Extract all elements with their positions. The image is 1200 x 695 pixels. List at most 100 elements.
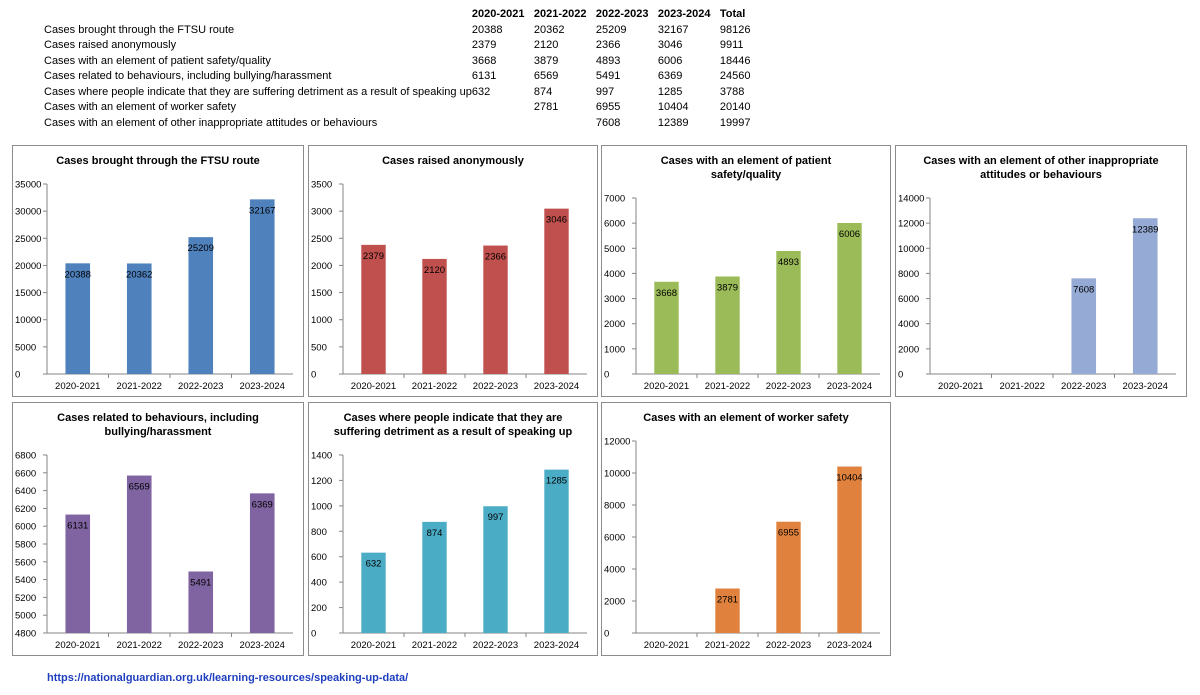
- y-tick-label: 200: [311, 603, 327, 614]
- bar: [544, 208, 569, 374]
- x-tick-label: 2021-2022: [412, 381, 457, 392]
- x-tick-label: 2023-2024: [534, 381, 579, 392]
- table-header-cell: Total: [719, 8, 746, 20]
- table-cell: 6369: [657, 70, 683, 82]
- table-row: Cases brought through the FTSU route 2038…: [44, 23, 770, 39]
- table-cell: 4893: [595, 54, 621, 67]
- y-tick-label: 35000: [15, 180, 41, 191]
- data-label: 32167: [249, 205, 275, 216]
- x-tick-label: 2020-2021: [351, 640, 396, 651]
- y-tick-label: 15000: [15, 288, 41, 299]
- bar: [249, 199, 275, 374]
- table-cell: [472, 100, 534, 116]
- y-tick-label: 600: [311, 552, 327, 563]
- data-label: 12389: [1132, 224, 1158, 235]
- data-label: 6369: [252, 499, 273, 510]
- bar: [249, 493, 275, 633]
- table-cell: 6569: [533, 70, 559, 82]
- x-tick-label: 2021-2022: [412, 640, 457, 651]
- y-tick-label: 4000: [604, 565, 625, 576]
- chart-title: Cases with an element of worker safety: [643, 412, 849, 424]
- chart-svg: Cases related to behaviours, including bu…: [15, 412, 293, 651]
- y-tick-label: 1000: [311, 315, 332, 326]
- table-row-label: Cases with an element of patient safety/…: [44, 54, 271, 67]
- y-tick-label: 3000: [604, 294, 625, 305]
- table-row-label: Cases with an element of other inappropr…: [44, 116, 378, 129]
- y-tick-label: 5000: [604, 244, 625, 255]
- summary-table: 2020-2021 2021-2022 2022-2023 2023-2024 Tota…: [44, 7, 770, 131]
- bar: [361, 244, 386, 374]
- y-tick-label: 10000: [898, 244, 924, 255]
- chart-svg: Cases with an element of other inappropr…: [898, 155, 1176, 392]
- x-tick-label: 2020-2021: [938, 381, 983, 392]
- y-tick-label: 1000: [311, 501, 332, 512]
- table-row: Cases with an element of patient safety/…: [44, 54, 770, 70]
- y-tick-label: 6800: [15, 451, 36, 462]
- x-tick-label: 2020-2021: [644, 381, 689, 392]
- table-cell: 997: [595, 85, 615, 98]
- y-tick-label: 5600: [15, 557, 36, 568]
- table-cell: 2379: [471, 39, 497, 51]
- source-link[interactable]: https://nationalguardian.org.uk/learning…: [47, 672, 409, 684]
- table-header-cell: 2022-2023: [595, 8, 649, 20]
- bar: [776, 521, 801, 633]
- chart-raised-anonymously: Cases raised anonymously 0 500 1000 1500 2000…: [308, 145, 598, 397]
- y-tick-label: 6000: [898, 294, 919, 305]
- table-header-cell: 2023-2024: [657, 8, 711, 20]
- data-label: 3879: [717, 282, 738, 293]
- table-row-label: Cases brought through the FTSU route: [44, 23, 235, 36]
- chart-behaviours-bullying: Cases related to behaviours, including bu…: [12, 402, 304, 656]
- y-tick-label: 6600: [15, 468, 36, 479]
- table-row-label: Cases where people indicate that they ar…: [44, 85, 472, 98]
- x-tick-label: 2021-2022: [117, 640, 162, 651]
- y-tick-label: 1000: [604, 344, 625, 355]
- table-cell: [472, 116, 534, 132]
- y-tick-label: 20000: [15, 261, 41, 272]
- chart-svg: Cases brought through the FTSU route 0 500…: [15, 155, 293, 392]
- bar: [483, 245, 508, 374]
- y-tick-label: 0: [604, 370, 609, 381]
- x-tick-label: 2022-2023: [473, 640, 518, 651]
- y-tick-label: 0: [311, 370, 316, 381]
- y-tick-label: 12000: [898, 219, 924, 230]
- data-label: 6006: [839, 229, 860, 240]
- y-tick-label: 3000: [311, 207, 332, 218]
- table-cell: 3668: [471, 54, 497, 67]
- bar: [422, 521, 447, 633]
- y-tick-label: 6200: [15, 504, 36, 515]
- table-row: Cases where people indicate that they ar…: [44, 85, 770, 101]
- bar: [1132, 218, 1158, 374]
- data-label: 1285: [546, 476, 567, 487]
- chart-title: Cases brought through the FTSU route: [56, 155, 260, 167]
- y-tick-label: 3500: [311, 180, 332, 191]
- bar: [422, 258, 447, 374]
- data-label: 20388: [65, 269, 91, 280]
- data-label: 3668: [656, 288, 677, 299]
- table-cell: 18446: [719, 54, 751, 67]
- y-tick-label: 2000: [898, 344, 919, 355]
- y-tick-label: 500: [311, 342, 327, 353]
- y-tick-label: 2000: [604, 597, 625, 608]
- x-tick-label: 2021-2022: [705, 640, 750, 651]
- y-tick-label: 12000: [604, 437, 630, 448]
- data-label: 7608: [1073, 284, 1094, 295]
- y-tick-label: 0: [15, 370, 20, 381]
- chart-title: Cases where people indicate that they ar…: [344, 412, 563, 424]
- bar: [715, 276, 740, 374]
- table-cell: 5491: [595, 70, 621, 82]
- y-tick-label: 6000: [604, 533, 625, 544]
- table-row: Cases with an element of worker safety 27…: [44, 100, 770, 116]
- bar: [65, 514, 91, 633]
- y-tick-label: 5000: [15, 342, 36, 353]
- bar: [776, 250, 801, 374]
- table-row: Cases with an element of other inappropr…: [44, 116, 770, 132]
- x-tick-label: 2023-2024: [1123, 381, 1168, 392]
- y-tick-label: 10000: [604, 469, 630, 480]
- y-tick-label: 400: [311, 578, 327, 589]
- table-cell: 7608: [595, 116, 621, 129]
- chart-ftsu-route: Cases brought through the FTSU route 0 500…: [12, 145, 304, 397]
- chart-patient-safety: Cases with an element of patient safety/q…: [601, 145, 891, 397]
- table-cell: 12389: [657, 116, 689, 129]
- data-label: 632: [366, 559, 382, 570]
- chart-detriment: Cases where people indicate that they ar…: [308, 402, 598, 656]
